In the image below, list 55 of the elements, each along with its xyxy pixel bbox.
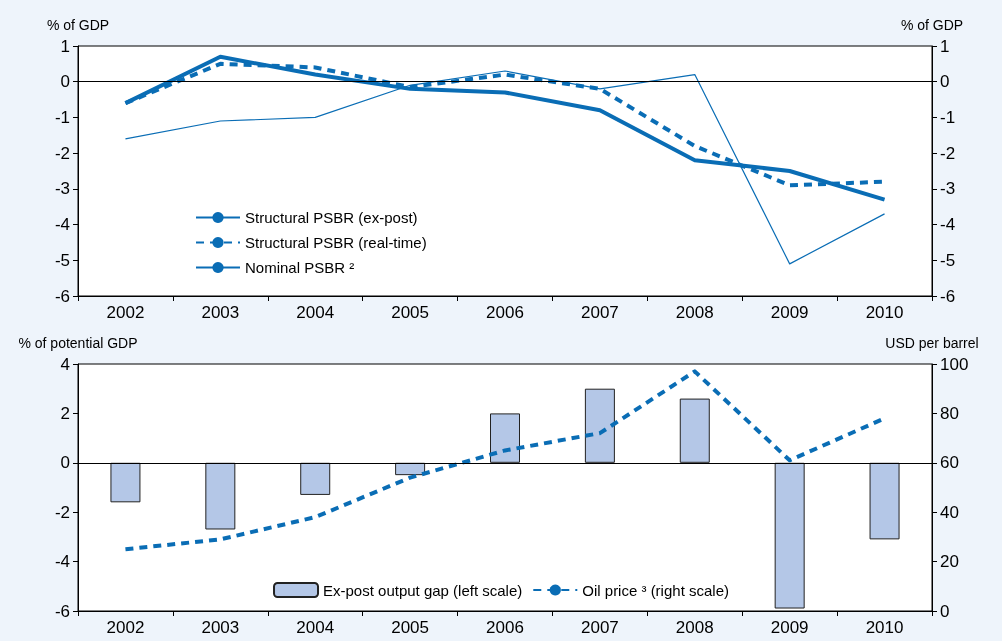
y-tick-label: 4	[60, 354, 70, 374]
x-tick-label: 2005	[391, 303, 430, 322]
y2-tick-label: -4	[940, 215, 956, 235]
legend-label: Oil price ³ (right scale)	[582, 581, 729, 599]
x-tick-label: 2006	[486, 618, 524, 637]
y2-tick-label: 100	[940, 354, 969, 374]
x-tick-label: 2010	[865, 618, 904, 637]
y2-tick-label: 20	[940, 552, 959, 572]
legend-label: Nominal PSBR ²	[245, 259, 355, 276]
y-axis-title: % of potential GDP	[18, 335, 138, 351]
x-tick-label: 2008	[675, 618, 714, 637]
y2-tick-label: -1	[940, 107, 956, 127]
x-tick-label: 2004	[296, 618, 335, 637]
y-tick-label: -3	[54, 179, 70, 199]
y-tick-label: -1	[54, 107, 70, 127]
x-tick-label: 2007	[580, 303, 619, 322]
x-tick-label: 2003	[201, 618, 240, 637]
y2-tick-label: -5	[940, 250, 956, 270]
x-tick-label: 2008	[675, 303, 714, 322]
y2-tick-label: -3	[940, 179, 956, 199]
x-tick-label: 2002	[106, 618, 145, 637]
y2-tick-label: 0	[940, 601, 950, 621]
y-tick-label: -6	[54, 286, 70, 306]
y2-tick-label: -2	[940, 143, 956, 163]
x-tick-label: 2003	[201, 303, 240, 322]
x-tick-label: 2009	[770, 618, 809, 637]
y-tick-label: -4	[54, 552, 70, 572]
y2-tick-label: 0	[940, 72, 950, 92]
legend-label: Structural PSBR (ex-post)	[245, 209, 418, 226]
y-tick-label: -5	[54, 250, 70, 270]
legend-label: Structural PSBR (real-time)	[245, 234, 427, 251]
y-tick-label: -6	[54, 601, 70, 621]
y-axis-title: % of GDP	[46, 17, 110, 33]
y-tick-label: 0	[60, 72, 70, 92]
x-tick-label: 2009	[770, 303, 809, 322]
y-tick-label: -4	[54, 215, 70, 235]
y2-tick-label: -6	[940, 286, 956, 306]
x-tick-label: 2002	[106, 303, 145, 322]
y2-tick-label: 1	[940, 36, 950, 56]
legend-label: Ex-post output gap (left scale)	[323, 581, 523, 599]
y-tick-label: 2	[60, 403, 70, 423]
y-tick-label: -2	[54, 502, 70, 522]
y2-tick-label: 60	[940, 453, 959, 473]
x-tick-label: 2007	[580, 618, 619, 637]
x-tick-label: 2006	[486, 303, 524, 322]
y2-axis-title: % of GDP	[900, 17, 964, 33]
y2-tick-label: 40	[940, 502, 959, 522]
y2-tick-label: 80	[940, 403, 959, 423]
x-tick-label: 2004	[296, 303, 335, 322]
y-tick-label: 1	[60, 36, 70, 56]
y-tick-label: 0	[60, 453, 70, 473]
x-tick-label: 2010	[865, 303, 904, 322]
y-tick-label: -2	[54, 143, 70, 163]
y2-axis-title: USD per barrel	[885, 335, 979, 351]
x-tick-label: 2005	[391, 618, 430, 637]
